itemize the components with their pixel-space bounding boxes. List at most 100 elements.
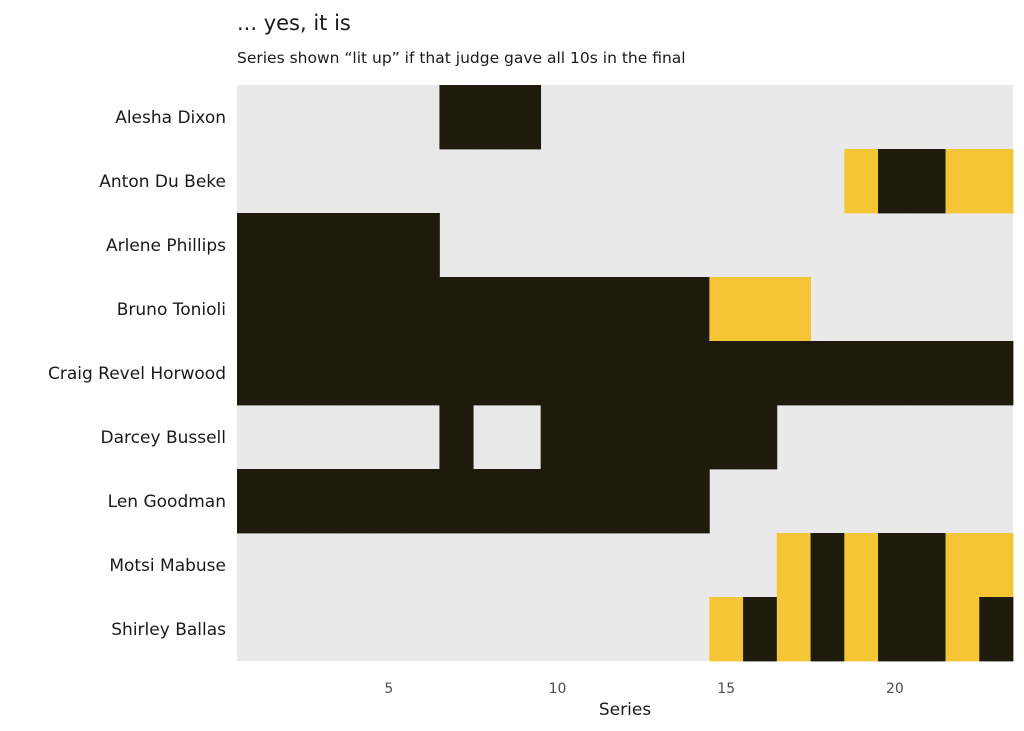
- heatmap-cell: [776, 277, 811, 342]
- heatmap-cell: [506, 277, 542, 342]
- heatmap-cell: [844, 149, 879, 214]
- chart-subtitle: Series shown “lit up” if that judge gave…: [237, 49, 686, 67]
- heatmap-cell: [675, 405, 710, 470]
- heatmap-cell: [743, 597, 778, 662]
- x-tick-label: 20: [886, 681, 904, 697]
- heatmap-cell: [810, 533, 845, 598]
- heatmap-cell: [709, 341, 744, 406]
- heatmap-cell: [439, 85, 474, 150]
- y-tick-label: Alesha Dixon: [115, 108, 226, 128]
- heatmap-cell: [540, 341, 575, 406]
- heatmap-cell: [979, 149, 1014, 214]
- heatmap-cell: [473, 277, 508, 342]
- heatmap-cell: [371, 469, 407, 534]
- heatmap-cell: [844, 597, 879, 662]
- heatmap-cell: [878, 597, 913, 662]
- heatmap-cell: [270, 469, 305, 534]
- heatmap-cell: [641, 405, 677, 470]
- heatmap-cell: [237, 469, 272, 534]
- heatmap-cell: [574, 405, 609, 470]
- heatmap-cell: [338, 469, 373, 534]
- heatmap-cell: [405, 277, 440, 342]
- y-tick-label: Anton Du Beke: [99, 172, 226, 192]
- heatmap-cell: [911, 597, 946, 662]
- heatmap-cell: [743, 277, 778, 342]
- x-tick-label: 5: [384, 681, 393, 697]
- heatmap-cell: [338, 213, 373, 278]
- heatmap-cell: [743, 405, 778, 470]
- heatmap-cell: [979, 597, 1014, 662]
- heatmap-cell: [608, 341, 643, 406]
- heatmap-cell: [911, 149, 946, 214]
- x-tick-label: 15: [717, 681, 735, 697]
- heatmap-cell: [945, 149, 980, 214]
- heatmap-cell: [237, 213, 272, 278]
- heatmap-cell: [439, 277, 474, 342]
- heatmap-cell: [506, 341, 542, 406]
- heatmap-cell: [878, 533, 913, 598]
- heatmap-cell: [270, 341, 305, 406]
- x-axis-label: Series: [599, 700, 651, 720]
- heatmap-cell: [945, 597, 980, 662]
- heatmap-cell: [709, 277, 744, 342]
- heatmap-cell: [878, 341, 913, 406]
- chart-title: ... yes, it is: [237, 11, 351, 35]
- heatmap-cell: [844, 341, 879, 406]
- heatmap-cell: [574, 277, 609, 342]
- heatmap-cell: [371, 341, 407, 406]
- heatmap-cell: [743, 341, 778, 406]
- heatmap-cell: [608, 277, 643, 342]
- heatmap-cell: [641, 341, 677, 406]
- heatmap-cell: [608, 405, 643, 470]
- heatmap-cell: [776, 341, 811, 406]
- heatmap-cell: [506, 85, 542, 150]
- heatmap-cell: [270, 277, 305, 342]
- heatmap-cell: [878, 149, 913, 214]
- heatmap-cell: [675, 469, 710, 534]
- heatmap-cell: [844, 533, 879, 598]
- heatmap-cell: [338, 277, 373, 342]
- heatmap-cell: [304, 213, 339, 278]
- y-tick-label: Arlene Phillips: [106, 236, 226, 256]
- heatmap-cell: [540, 469, 575, 534]
- y-tick-label: Bruno Tonioli: [117, 300, 226, 320]
- heatmap-cell: [979, 341, 1014, 406]
- y-tick-label: Len Goodman: [108, 492, 226, 512]
- heatmap-cell: [506, 469, 542, 534]
- heatmap-cell: [405, 213, 440, 278]
- heatmap-cell: [675, 341, 710, 406]
- y-tick-label: Motsi Mabuse: [109, 556, 226, 576]
- x-axis-ticks: 5 10 15 20: [384, 681, 903, 697]
- x-tick-label: 10: [549, 681, 567, 697]
- heatmap-cell: [237, 341, 272, 406]
- heatmap-cell: [810, 597, 845, 662]
- heatmap-cell: [304, 277, 339, 342]
- heatmap-cell: [641, 469, 677, 534]
- heatmap-cell: [371, 277, 407, 342]
- heatmap-cell: [439, 405, 474, 470]
- y-tick-label: Darcey Bussell: [101, 428, 226, 448]
- heatmap-cell: [540, 277, 575, 342]
- heatmap-cell: [709, 405, 744, 470]
- heatmap-cell: [608, 469, 643, 534]
- heatmap-cell: [776, 597, 811, 662]
- heatmap-cell: [979, 533, 1014, 598]
- heatmap-cell: [270, 213, 305, 278]
- heatmap-cell: [540, 405, 575, 470]
- heatmap-cell: [473, 85, 508, 150]
- heatmap-cell: [439, 469, 474, 534]
- heatmap-cell: [641, 277, 677, 342]
- heatmap-cell: [776, 533, 811, 598]
- heatmap-cell: [439, 341, 474, 406]
- heatmap-cell: [405, 341, 440, 406]
- heatmap-cell: [709, 597, 744, 662]
- heatmap-cell: [945, 341, 980, 406]
- heatmap-cell: [911, 533, 946, 598]
- heatmap-cell: [675, 277, 710, 342]
- y-tick-label: Craig Revel Horwood: [48, 364, 226, 384]
- heatmap-cell: [371, 213, 407, 278]
- heatmap-cell: [810, 341, 845, 406]
- heatmap-cell: [574, 469, 609, 534]
- heatmap-cells: [237, 85, 1014, 662]
